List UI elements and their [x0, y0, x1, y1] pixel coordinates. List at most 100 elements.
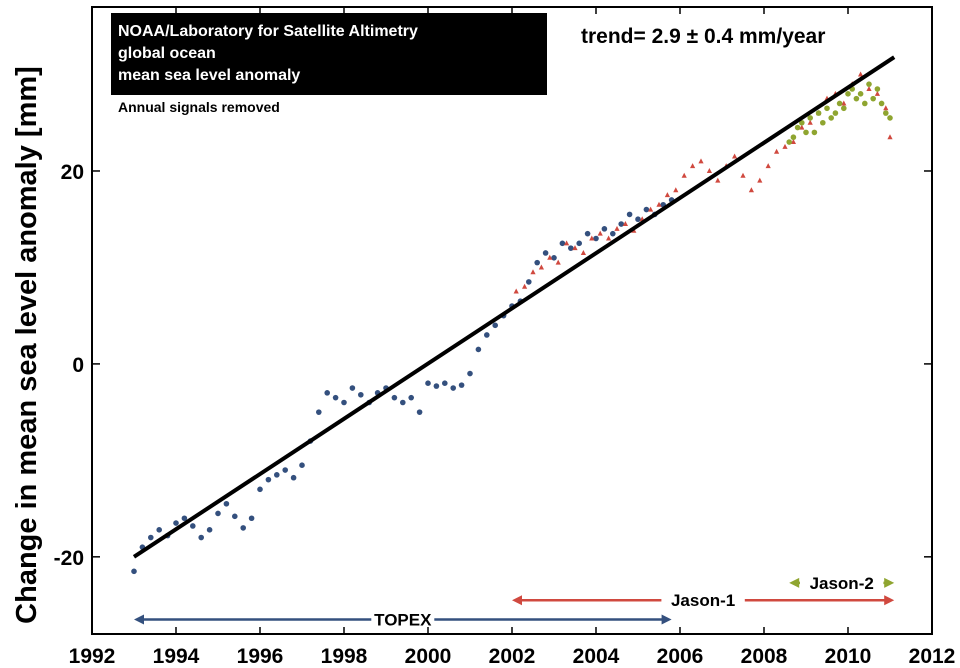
plot-frame — [91, 6, 933, 635]
jason-1-point — [538, 264, 544, 270]
title-box-background — [111, 13, 547, 95]
topex-point — [593, 235, 599, 242]
topex-point — [332, 394, 339, 401]
x-tick-label: 2012 — [909, 645, 956, 668]
x-tick-label: 2004 — [573, 645, 620, 668]
jason-1-point — [555, 259, 561, 265]
topex-point — [341, 399, 347, 406]
topex-point — [257, 486, 263, 493]
x-tick-label: 2006 — [657, 645, 704, 668]
jason-1-point — [698, 158, 704, 164]
jason-1-point — [740, 172, 746, 178]
jason-1-point — [648, 206, 654, 212]
jason-1-point — [790, 139, 796, 145]
mission-layer: TOPEX Jason-1 Jason-2 — [134, 574, 895, 630]
jason-1-point — [858, 71, 864, 77]
jason-1-point — [673, 187, 679, 193]
topex-point — [559, 240, 566, 247]
topex-arrowhead-left — [134, 614, 144, 625]
jason-1-point — [782, 143, 788, 149]
jason-2-point — [870, 95, 876, 102]
topex-point — [299, 462, 305, 468]
jason-1-point — [572, 245, 578, 251]
y-tick-label: 0 — [72, 354, 84, 377]
jason-1-point — [841, 100, 847, 106]
trend-line — [132, 55, 896, 559]
jason-2-point — [815, 110, 822, 116]
topex-point — [400, 399, 406, 406]
jason-2-point — [845, 91, 851, 97]
jason-1-point — [690, 163, 696, 169]
topex-mission-span: TOPEX — [134, 611, 672, 630]
jason-1-point — [606, 235, 612, 241]
title-line-3: mean sea level anomaly — [118, 67, 300, 84]
x-tick-label: 2010 — [825, 645, 872, 668]
topex-point — [601, 226, 608, 232]
jason-1-point — [522, 283, 528, 289]
topex-point — [349, 385, 356, 391]
topex-point — [542, 250, 549, 256]
jason-1-point — [681, 172, 687, 178]
jason-1-point — [614, 225, 620, 231]
jason-2-point — [807, 115, 813, 121]
jason-1-point — [866, 85, 872, 91]
y-tick-label: 20 — [61, 161, 84, 184]
title-box: NOAA/Laboratory for Satellite Altimetry … — [111, 13, 547, 95]
topex-point — [626, 211, 633, 218]
topex-point — [484, 332, 490, 338]
jason-1-point — [887, 134, 893, 140]
topex-point — [282, 467, 289, 473]
topex-point — [584, 230, 591, 237]
jason-2-point — [811, 129, 818, 136]
topex-point — [324, 390, 331, 396]
topex-point — [181, 515, 188, 522]
jason-2-point — [883, 110, 889, 116]
topex-point — [458, 382, 465, 388]
topex-point — [442, 380, 448, 387]
topex-point — [274, 472, 280, 478]
jason-1-point — [883, 105, 889, 111]
jason-2-point — [803, 129, 809, 136]
y-tick-label: -20 — [54, 547, 84, 570]
topex-point — [391, 394, 398, 401]
jason-2-point — [862, 100, 868, 107]
topex-point — [316, 409, 322, 415]
topex-point — [198, 534, 204, 541]
jason-2-mission-span: Jason-2 — [789, 574, 895, 593]
x-tick-label: 2002 — [489, 645, 536, 668]
topex-point — [148, 534, 154, 541]
title-line-1: NOAA/Laboratory for Satellite Altimetry — [118, 23, 418, 40]
axis-layer: 1992 1994 1996 1998 2000 2002 2004 2006 2008 2010… — [54, 7, 956, 668]
jason-2-point — [832, 110, 839, 116]
jason-1-point — [874, 90, 880, 96]
jason-1-point — [664, 192, 670, 198]
topex-point — [173, 520, 179, 526]
jason-2-point — [828, 115, 834, 121]
jason-1-point — [656, 201, 662, 207]
jason-1-point — [547, 254, 553, 260]
jason-1-label: Jason-1 — [671, 591, 735, 610]
x-tick-label: 1994 — [153, 645, 200, 668]
topex-point — [576, 240, 582, 247]
topex-point — [433, 383, 440, 389]
jason-1-point — [564, 240, 570, 246]
jason-2-point — [794, 124, 801, 131]
jason-2-arrowhead-right — [884, 577, 895, 588]
topex-point — [223, 500, 230, 507]
jason-2-point — [820, 119, 826, 126]
jason-2-label: Jason-2 — [810, 574, 874, 593]
jason-1-point — [715, 177, 721, 183]
jason-2-arrowhead-left — [789, 577, 800, 588]
jason-1-mission-span: Jason-1 — [512, 591, 895, 610]
jason-1-point — [530, 269, 536, 275]
jason-2-point — [878, 100, 885, 107]
topex-point — [610, 230, 616, 237]
y-axis-label: Change in mean sea level anomaly [mm] — [11, 66, 43, 624]
topex-point — [450, 385, 457, 391]
x-tick-label: 1992 — [69, 645, 116, 668]
jason-2-point — [836, 100, 843, 107]
topex-point — [643, 206, 650, 213]
topex-point — [416, 409, 423, 415]
jason-2-point — [841, 105, 847, 112]
